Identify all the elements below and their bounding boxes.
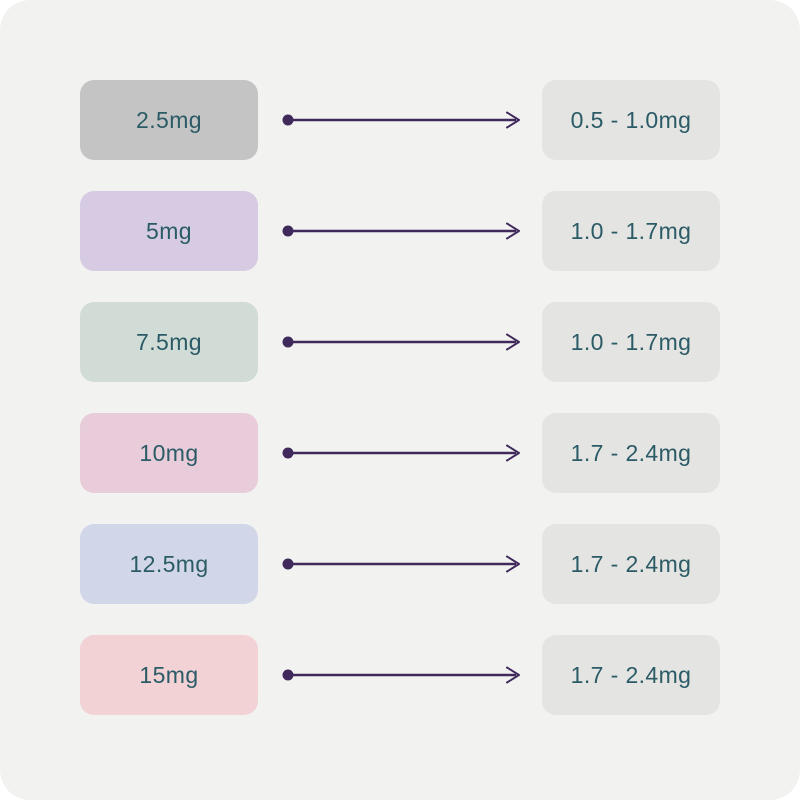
mapping-row: 7.5mg 1.0 - 1.7mg (80, 302, 720, 382)
dose-label: 2.5mg (136, 106, 202, 133)
dose-box: 5mg (80, 191, 258, 271)
range-box: 1.7 - 2.4mg (542, 635, 720, 715)
range-label: 1.7 - 2.4mg (570, 550, 692, 577)
mapping-row: 15mg 1.7 - 2.4mg (80, 635, 720, 715)
arrow-icon (282, 333, 520, 351)
range-label: 1.7 - 2.4mg (570, 439, 692, 466)
mapping-row: 2.5mg 0.5 - 1.0mg (80, 80, 720, 160)
range-label: 1.0 - 1.7mg (570, 328, 692, 355)
dose-box: 15mg (80, 635, 258, 715)
arrow-icon (282, 444, 520, 462)
arrow-icon (282, 666, 520, 684)
dose-box: 10mg (80, 413, 258, 493)
mapping-row: 12.5mg 1.7 - 2.4mg (80, 524, 720, 604)
range-box: 0.5 - 1.0mg (542, 80, 720, 160)
arrow-connector (258, 330, 542, 354)
range-box: 1.7 - 2.4mg (542, 413, 720, 493)
arrow-connector (258, 108, 542, 132)
arrow-connector (258, 663, 542, 687)
arrow-icon (282, 222, 520, 240)
dose-label: 10mg (139, 439, 199, 466)
range-box: 1.0 - 1.7mg (542, 302, 720, 382)
dose-label: 15mg (139, 661, 199, 688)
range-label: 1.0 - 1.7mg (570, 217, 692, 244)
dose-box: 2.5mg (80, 80, 258, 160)
mapping-row: 10mg 1.7 - 2.4mg (80, 413, 720, 493)
dose-label: 7.5mg (136, 328, 202, 355)
arrow-icon (282, 555, 520, 573)
dose-label: 12.5mg (129, 550, 209, 577)
arrow-icon (282, 111, 520, 129)
dose-label: 5mg (146, 217, 192, 244)
arrow-connector (258, 219, 542, 243)
arrow-connector (258, 441, 542, 465)
range-label: 1.7 - 2.4mg (570, 661, 692, 688)
dose-box: 12.5mg (80, 524, 258, 604)
range-label: 0.5 - 1.0mg (570, 106, 692, 133)
range-box: 1.7 - 2.4mg (542, 524, 720, 604)
range-box: 1.0 - 1.7mg (542, 191, 720, 271)
dose-box: 7.5mg (80, 302, 258, 382)
arrow-connector (258, 552, 542, 576)
mapping-row: 5mg 1.0 - 1.7mg (80, 191, 720, 271)
